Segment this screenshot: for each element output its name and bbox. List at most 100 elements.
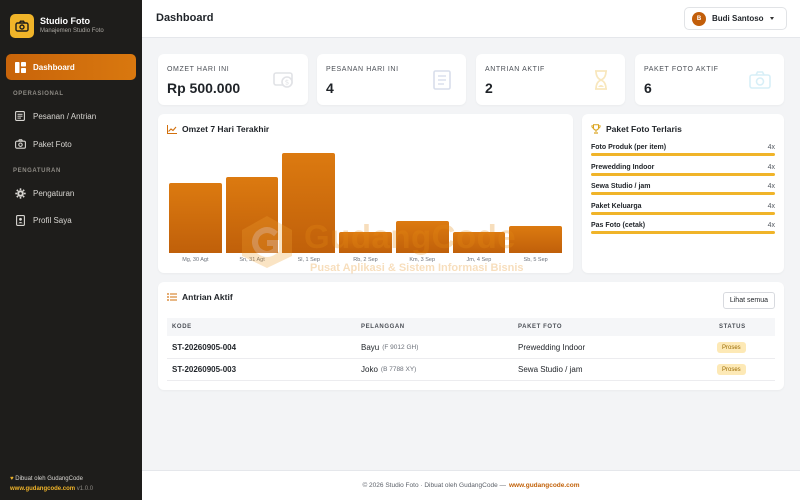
stat-value: Rp 500.000 — [167, 80, 241, 96]
sidebar-item-photo-packages[interactable]: Paket Foto — [6, 133, 136, 155]
stat-card-queue: ANTRIAN AKTIF 2 — [476, 54, 625, 105]
package-rank-item: Pas Foto (cetak) 4x — [591, 222, 775, 234]
package-progress-bar — [591, 172, 775, 176]
chart-bar[interactable] — [169, 183, 222, 253]
svg-text:$: $ — [285, 79, 289, 87]
x-tick-label: Km, 3 Sep — [409, 257, 436, 263]
stat-value: 4 — [326, 80, 334, 96]
made-by-text: Dibuat oleh GudangCode — [15, 476, 83, 482]
active-queue-title: Antrian Aktif — [182, 292, 233, 302]
sidebar-footer: ♥ Dibuat oleh GudangCode www.gudangcode.… — [10, 474, 93, 494]
x-tick-label: Jm, 4 Sep — [466, 257, 492, 263]
package-name: Sewa Studio / jam — [591, 183, 651, 190]
camera-icon — [749, 71, 771, 89]
x-tick-label: Rb, 2 Sep — [353, 257, 378, 263]
receipt-icon — [433, 70, 451, 90]
stat-label: ANTRIAN AKTIF — [485, 66, 545, 73]
footer-link[interactable]: www.gudangcode.com — [509, 482, 580, 489]
hourglass-icon — [595, 70, 607, 90]
chart-line-icon — [167, 124, 177, 134]
top-packages-card: Paket Foto Terlaris Foto Produk (per ite… — [582, 114, 784, 273]
package-count: 4x — [767, 163, 775, 171]
customer-plate: (F 9012 GH) — [382, 344, 419, 351]
sidebar-item-label: Profil Saya — [33, 215, 72, 225]
package-name: Pas Foto (cetak) — [591, 222, 646, 229]
website-link[interactable]: www.gudangcode.com — [10, 486, 76, 492]
list-icon — [14, 110, 26, 122]
status-badge: Proses — [717, 364, 746, 375]
chart-bar[interactable] — [225, 177, 279, 253]
table-row[interactable]: ST-20260905-003 Joko (B 7788 XY) Sewa Stu… — [167, 359, 775, 381]
id-badge-icon — [14, 214, 26, 226]
sidebar-item-settings[interactable]: Pengaturan — [6, 182, 136, 204]
sidebar-item-dashboard[interactable]: Dashboard — [6, 54, 136, 80]
x-tick-label: Sl, 1 Sep — [297, 257, 320, 263]
order-code: ST-20260905-004 — [172, 343, 237, 352]
customer-name: Joko — [361, 365, 378, 374]
column-header-customer: PELANGGAN — [361, 324, 405, 330]
topbar: Dashboard B Budi Santoso — [142, 0, 800, 38]
customer-plate: (B 7788 XY) — [380, 366, 417, 373]
see-all-button[interactable]: Lihat semua — [722, 292, 775, 309]
package-rank-item: Paket Keluarga 4x — [591, 203, 775, 215]
chart-bar[interactable] — [282, 153, 336, 253]
table-header: KODE PELANGGAN PAKET FOTO STATUS — [167, 318, 775, 336]
package-count: 4x — [767, 202, 775, 210]
stat-label: OMZET HARI INI — [167, 66, 230, 73]
package-progress-bar — [591, 192, 775, 195]
page-title: Dashboard — [156, 12, 214, 24]
package-rank-item: Sewa Studio / jam 4x — [591, 183, 775, 195]
chart-bar[interactable] — [395, 221, 449, 253]
status-cell: Proses — [717, 337, 746, 358]
sidebar-item-label: Pesanan / Antrian — [33, 111, 97, 121]
user-menu-button[interactable]: B Budi Santoso — [684, 7, 787, 30]
customer-cell: Joko (B 7788 XY) — [361, 359, 416, 380]
dashboard-icon — [14, 61, 26, 73]
status-cell: Proses — [717, 359, 746, 380]
sidebar-item-profile[interactable]: Profil Saya — [6, 209, 136, 231]
revenue-bar-chart: Mg, 30 Agt Sn, 31 Agt Sl, 1 Sep Rb, 2 Sep Km… — [158, 114, 573, 273]
list-icon — [167, 292, 177, 302]
package-count: 4x — [767, 183, 775, 190]
page-footer: © 2026 Studio Foto · Dibuat oleh GudangC… — [142, 470, 800, 500]
sidebar-item-label: Pengaturan — [33, 188, 75, 198]
table-row[interactable]: ST-20260905-004 Bayu (F 9012 GH) Preweddi… — [167, 337, 775, 359]
package-progress-bar — [591, 153, 775, 156]
user-name: Budi Santoso — [712, 14, 764, 23]
sidebar-item-label: Dashboard — [33, 62, 75, 72]
stat-value: 6 — [644, 80, 652, 96]
package-progress-bar — [591, 231, 775, 234]
package-rank-item: Prewedding Indoor 4x — [591, 164, 775, 176]
stat-label: PAKET FOTO AKTIF — [644, 66, 719, 73]
app-subtitle: Manajemen Studio Foto — [40, 28, 104, 34]
camera-logo-icon — [10, 14, 34, 38]
trophy-icon — [591, 124, 601, 134]
package-rank-item: Foto Produk (per item) 4x — [591, 144, 775, 156]
chart-bar[interactable] — [509, 226, 562, 253]
chart-bar[interactable] — [452, 232, 506, 253]
stat-card-orders: PESANAN HARI INI 4 — [317, 54, 466, 105]
sidebar-item-label: Paket Foto — [33, 139, 72, 149]
sidebar-section-title: PENGATURAN — [13, 168, 61, 174]
stat-card-packages: PAKET FOTO AKTIF 6 — [635, 54, 784, 105]
column-header-status: STATUS — [719, 324, 746, 330]
revenue-chart-card: Omzet 7 Hari Terakhir Mg, 30 Agt Sn, 31 A… — [158, 114, 573, 273]
chevron-down-icon — [769, 17, 774, 20]
package-name: Prewedding Indoor — [591, 163, 655, 171]
customer-cell: Bayu (F 9012 GH) — [361, 337, 418, 358]
order-code: ST-20260905-003 — [172, 365, 237, 374]
app-title: Studio Foto — [40, 16, 90, 26]
package-progress-bar — [591, 211, 775, 215]
sidebar-section-title: OPERASIONAL — [13, 91, 64, 97]
gear-icon — [14, 187, 26, 199]
brand[interactable]: Studio Foto Manajemen Studio Foto — [0, 0, 142, 42]
package-name: Prewedding Indoor — [518, 343, 586, 352]
package-name: Sewa Studio / jam — [518, 365, 583, 374]
sidebar-item-orders[interactable]: Pesanan / Antrian — [6, 105, 136, 127]
stat-value: 2 — [485, 80, 493, 96]
avatar: B — [692, 11, 706, 26]
chart-bar[interactable] — [339, 232, 392, 253]
package-name: Foto Produk (per item) — [591, 144, 667, 151]
stat-label: PESANAN HARI INI — [326, 66, 399, 73]
x-tick-label: Sb, 5 Sep — [523, 257, 548, 263]
